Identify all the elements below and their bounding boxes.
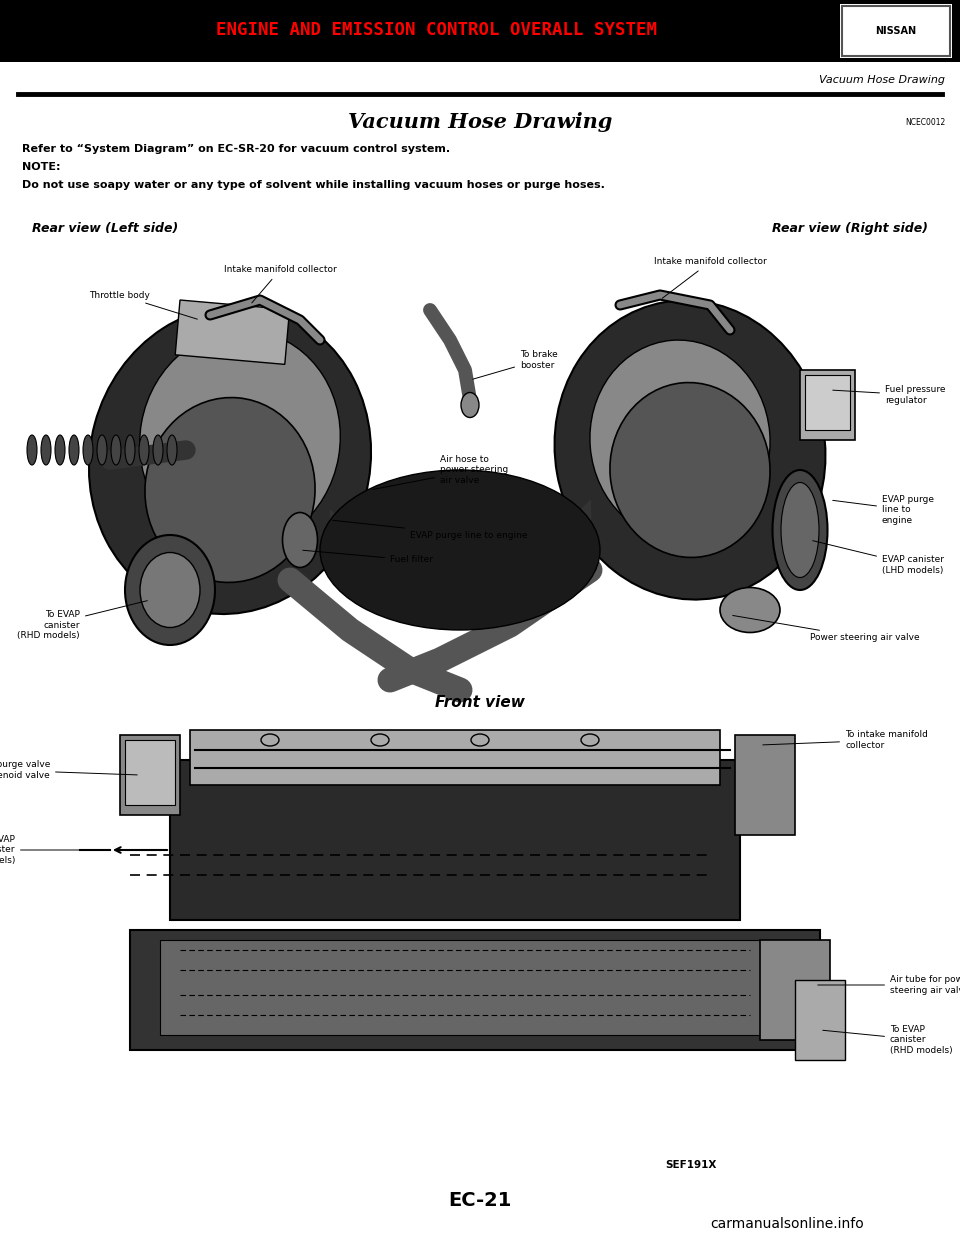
Text: Air tube for power
steering air valve: Air tube for power steering air valve [818,975,960,995]
Ellipse shape [140,330,340,550]
Ellipse shape [153,435,163,465]
Ellipse shape [139,435,149,465]
Ellipse shape [581,734,599,746]
Bar [760,940,830,1040]
Text: EVAP canister
(LHD models): EVAP canister (LHD models) [813,540,944,575]
Ellipse shape [55,435,65,465]
Bar [176,301,290,364]
Text: Power steering air valve: Power steering air valve [732,616,920,642]
Ellipse shape [125,435,135,465]
Text: EVAP purge
line to
engine: EVAP purge line to engine [832,496,934,525]
Bar [160,940,770,1035]
Text: EVAP purge valve
control solenoid valve: EVAP purge valve control solenoid valve [0,760,137,780]
Text: Intake manifold collector: Intake manifold collector [654,257,766,298]
Bar [805,375,850,430]
Bar [795,980,845,1059]
Bar [840,4,952,58]
Text: Do not use soapy water or any type of solvent while installing vacuum hoses or p: Do not use soapy water or any type of so… [22,180,605,190]
Ellipse shape [282,513,318,568]
Text: Fuel pressure
regulator: Fuel pressure regulator [832,385,946,405]
Ellipse shape [555,301,826,600]
Ellipse shape [773,469,828,590]
Bar [22,210,938,1148]
Bar [130,930,820,1049]
Bar [800,370,855,440]
Bar [0,0,960,62]
Text: To EVAP
canister
(LHD models): To EVAP canister (LHD models) [0,835,97,864]
Text: To EVAP
canister
(RHD models): To EVAP canister (RHD models) [823,1025,952,1054]
Ellipse shape [720,587,780,632]
Text: Air hose to
power steering
air valve: Air hose to power steering air valve [372,455,508,489]
Text: EVAP purge line to engine: EVAP purge line to engine [333,520,527,539]
Text: SEF191X: SEF191X [665,1160,717,1170]
Ellipse shape [167,435,177,465]
Text: Intake manifold collector: Intake manifold collector [224,266,336,303]
Text: Front view: Front view [435,696,525,710]
Bar [125,740,175,805]
Ellipse shape [589,340,770,540]
Text: To EVAP
canister
(RHD models): To EVAP canister (RHD models) [17,601,147,640]
Ellipse shape [125,535,215,645]
Text: carmanualsonline.info: carmanualsonline.info [710,1217,864,1231]
Ellipse shape [261,734,279,746]
Ellipse shape [461,392,479,417]
Bar [120,735,180,815]
Ellipse shape [145,397,315,582]
Ellipse shape [27,435,37,465]
Ellipse shape [69,435,79,465]
Text: To intake manifold
collector: To intake manifold collector [763,730,928,750]
Text: EC-21: EC-21 [448,1191,512,1210]
Ellipse shape [41,435,51,465]
Text: Fuel filter: Fuel filter [302,550,433,565]
Ellipse shape [89,306,372,614]
Text: Throttle body: Throttle body [89,291,198,319]
Bar [170,760,740,920]
Text: Vacuum Hose Drawing: Vacuum Hose Drawing [819,75,945,84]
Ellipse shape [781,482,819,578]
Ellipse shape [111,435,121,465]
Bar [190,730,720,785]
Text: ENGINE AND EMISSION CONTROL OVERALL SYSTEM: ENGINE AND EMISSION CONTROL OVERALL SYST… [216,21,658,39]
Text: Rear view (Left side): Rear view (Left side) [32,222,179,235]
Text: Rear view (Right side): Rear view (Right side) [772,222,928,235]
Ellipse shape [320,469,600,630]
Text: NOTE:: NOTE: [22,161,60,171]
Text: NISSAN: NISSAN [876,26,917,36]
Bar [842,6,950,56]
Text: NCEC0012: NCEC0012 [904,118,945,127]
Ellipse shape [97,435,107,465]
Ellipse shape [610,383,770,558]
Ellipse shape [83,435,93,465]
Text: Refer to “System Diagram” on EC-SR-20 for vacuum control system.: Refer to “System Diagram” on EC-SR-20 fo… [22,144,450,154]
Text: To brake
booster: To brake booster [472,350,558,379]
Bar [735,735,795,835]
Text: Vacuum Hose Drawing: Vacuum Hose Drawing [348,112,612,132]
Ellipse shape [140,553,200,627]
Ellipse shape [371,734,389,746]
Ellipse shape [471,734,489,746]
